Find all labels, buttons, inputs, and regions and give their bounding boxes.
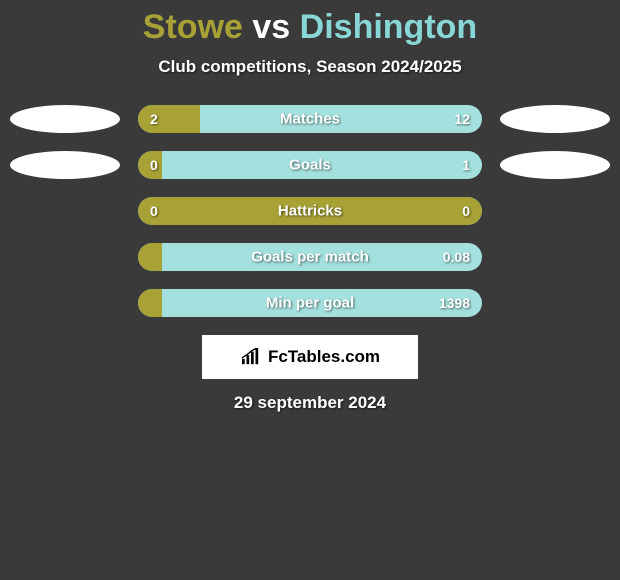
stat-bar-left-fill: [138, 105, 200, 133]
stat-value-right: 12: [454, 111, 470, 127]
stat-label: Hattricks: [278, 203, 342, 220]
page-title: Stowe vs Dishington: [0, 8, 620, 47]
stat-bar: 1398 Min per goal: [138, 289, 482, 317]
bars-container: 2 12 Matches 0 1 Goals 0 0 Hattricks 0.08 Goals pe…: [0, 105, 620, 317]
stat-row: 0.08 Goals per match: [0, 243, 620, 271]
stat-bar: 0 0 Hattricks: [138, 197, 482, 225]
stat-label: Goals per match: [251, 249, 369, 266]
team-badge-left: [10, 151, 120, 179]
stat-value-left: 2: [150, 111, 158, 127]
vs-text: vs: [252, 8, 290, 46]
footer-logo-text: FcTables.com: [268, 347, 380, 367]
team-badge-left: [10, 105, 120, 133]
stat-bar: 0.08 Goals per match: [138, 243, 482, 271]
stat-label: Matches: [280, 111, 340, 128]
stat-value-left: 0: [150, 203, 158, 219]
footer-date: 29 september 2024: [0, 393, 620, 413]
stat-value-right: 0: [462, 203, 470, 219]
stat-bar-left-fill: [138, 243, 162, 271]
stat-value-right: 0.08: [443, 249, 470, 265]
stat-label: Goals: [289, 157, 331, 174]
bars-chart-icon: [240, 348, 262, 366]
stat-value-right: 1: [462, 157, 470, 173]
stat-value-right: 1398: [439, 295, 470, 311]
footer-logo: FcTables.com: [202, 335, 418, 379]
stat-row: 0 1 Goals: [0, 151, 620, 179]
team-badge-right: [500, 105, 610, 133]
stat-row: 0 0 Hattricks: [0, 197, 620, 225]
stat-bar: 0 1 Goals: [138, 151, 482, 179]
subtitle: Club competitions, Season 2024/2025: [0, 57, 620, 77]
stat-value-left: 0: [150, 157, 158, 173]
player1-name: Stowe: [143, 8, 243, 46]
team-badge-right: [500, 151, 610, 179]
stat-label: Min per goal: [266, 295, 354, 312]
stat-row: 2 12 Matches: [0, 105, 620, 133]
stat-row: 1398 Min per goal: [0, 289, 620, 317]
stat-bar: 2 12 Matches: [138, 105, 482, 133]
player2-name: Dishington: [300, 8, 478, 46]
stat-bar-left-fill: [138, 289, 162, 317]
stats-comparison-card: Stowe vs Dishington Club competitions, S…: [0, 0, 620, 413]
